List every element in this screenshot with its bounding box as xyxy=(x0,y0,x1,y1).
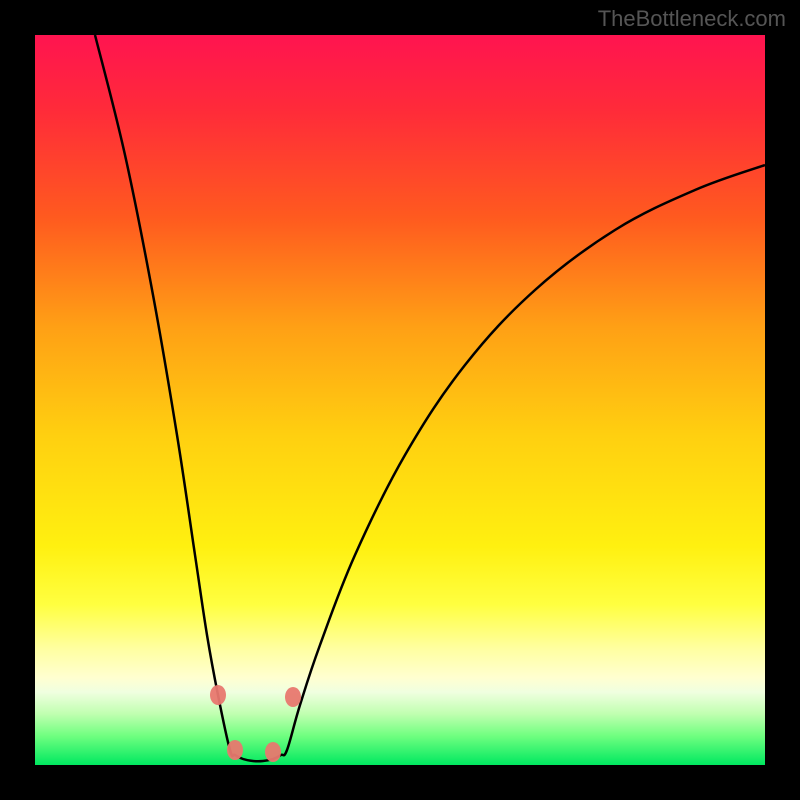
plot-area xyxy=(35,35,765,765)
curve-marker xyxy=(210,685,226,705)
curve-marker xyxy=(265,742,281,762)
watermark-text: TheBottleneck.com xyxy=(598,6,786,32)
frame-left xyxy=(0,0,35,800)
frame-right xyxy=(765,0,800,800)
bottleneck-curve xyxy=(35,35,765,765)
curve-marker xyxy=(285,687,301,707)
frame-bottom xyxy=(0,765,800,800)
curve-marker xyxy=(227,740,243,760)
